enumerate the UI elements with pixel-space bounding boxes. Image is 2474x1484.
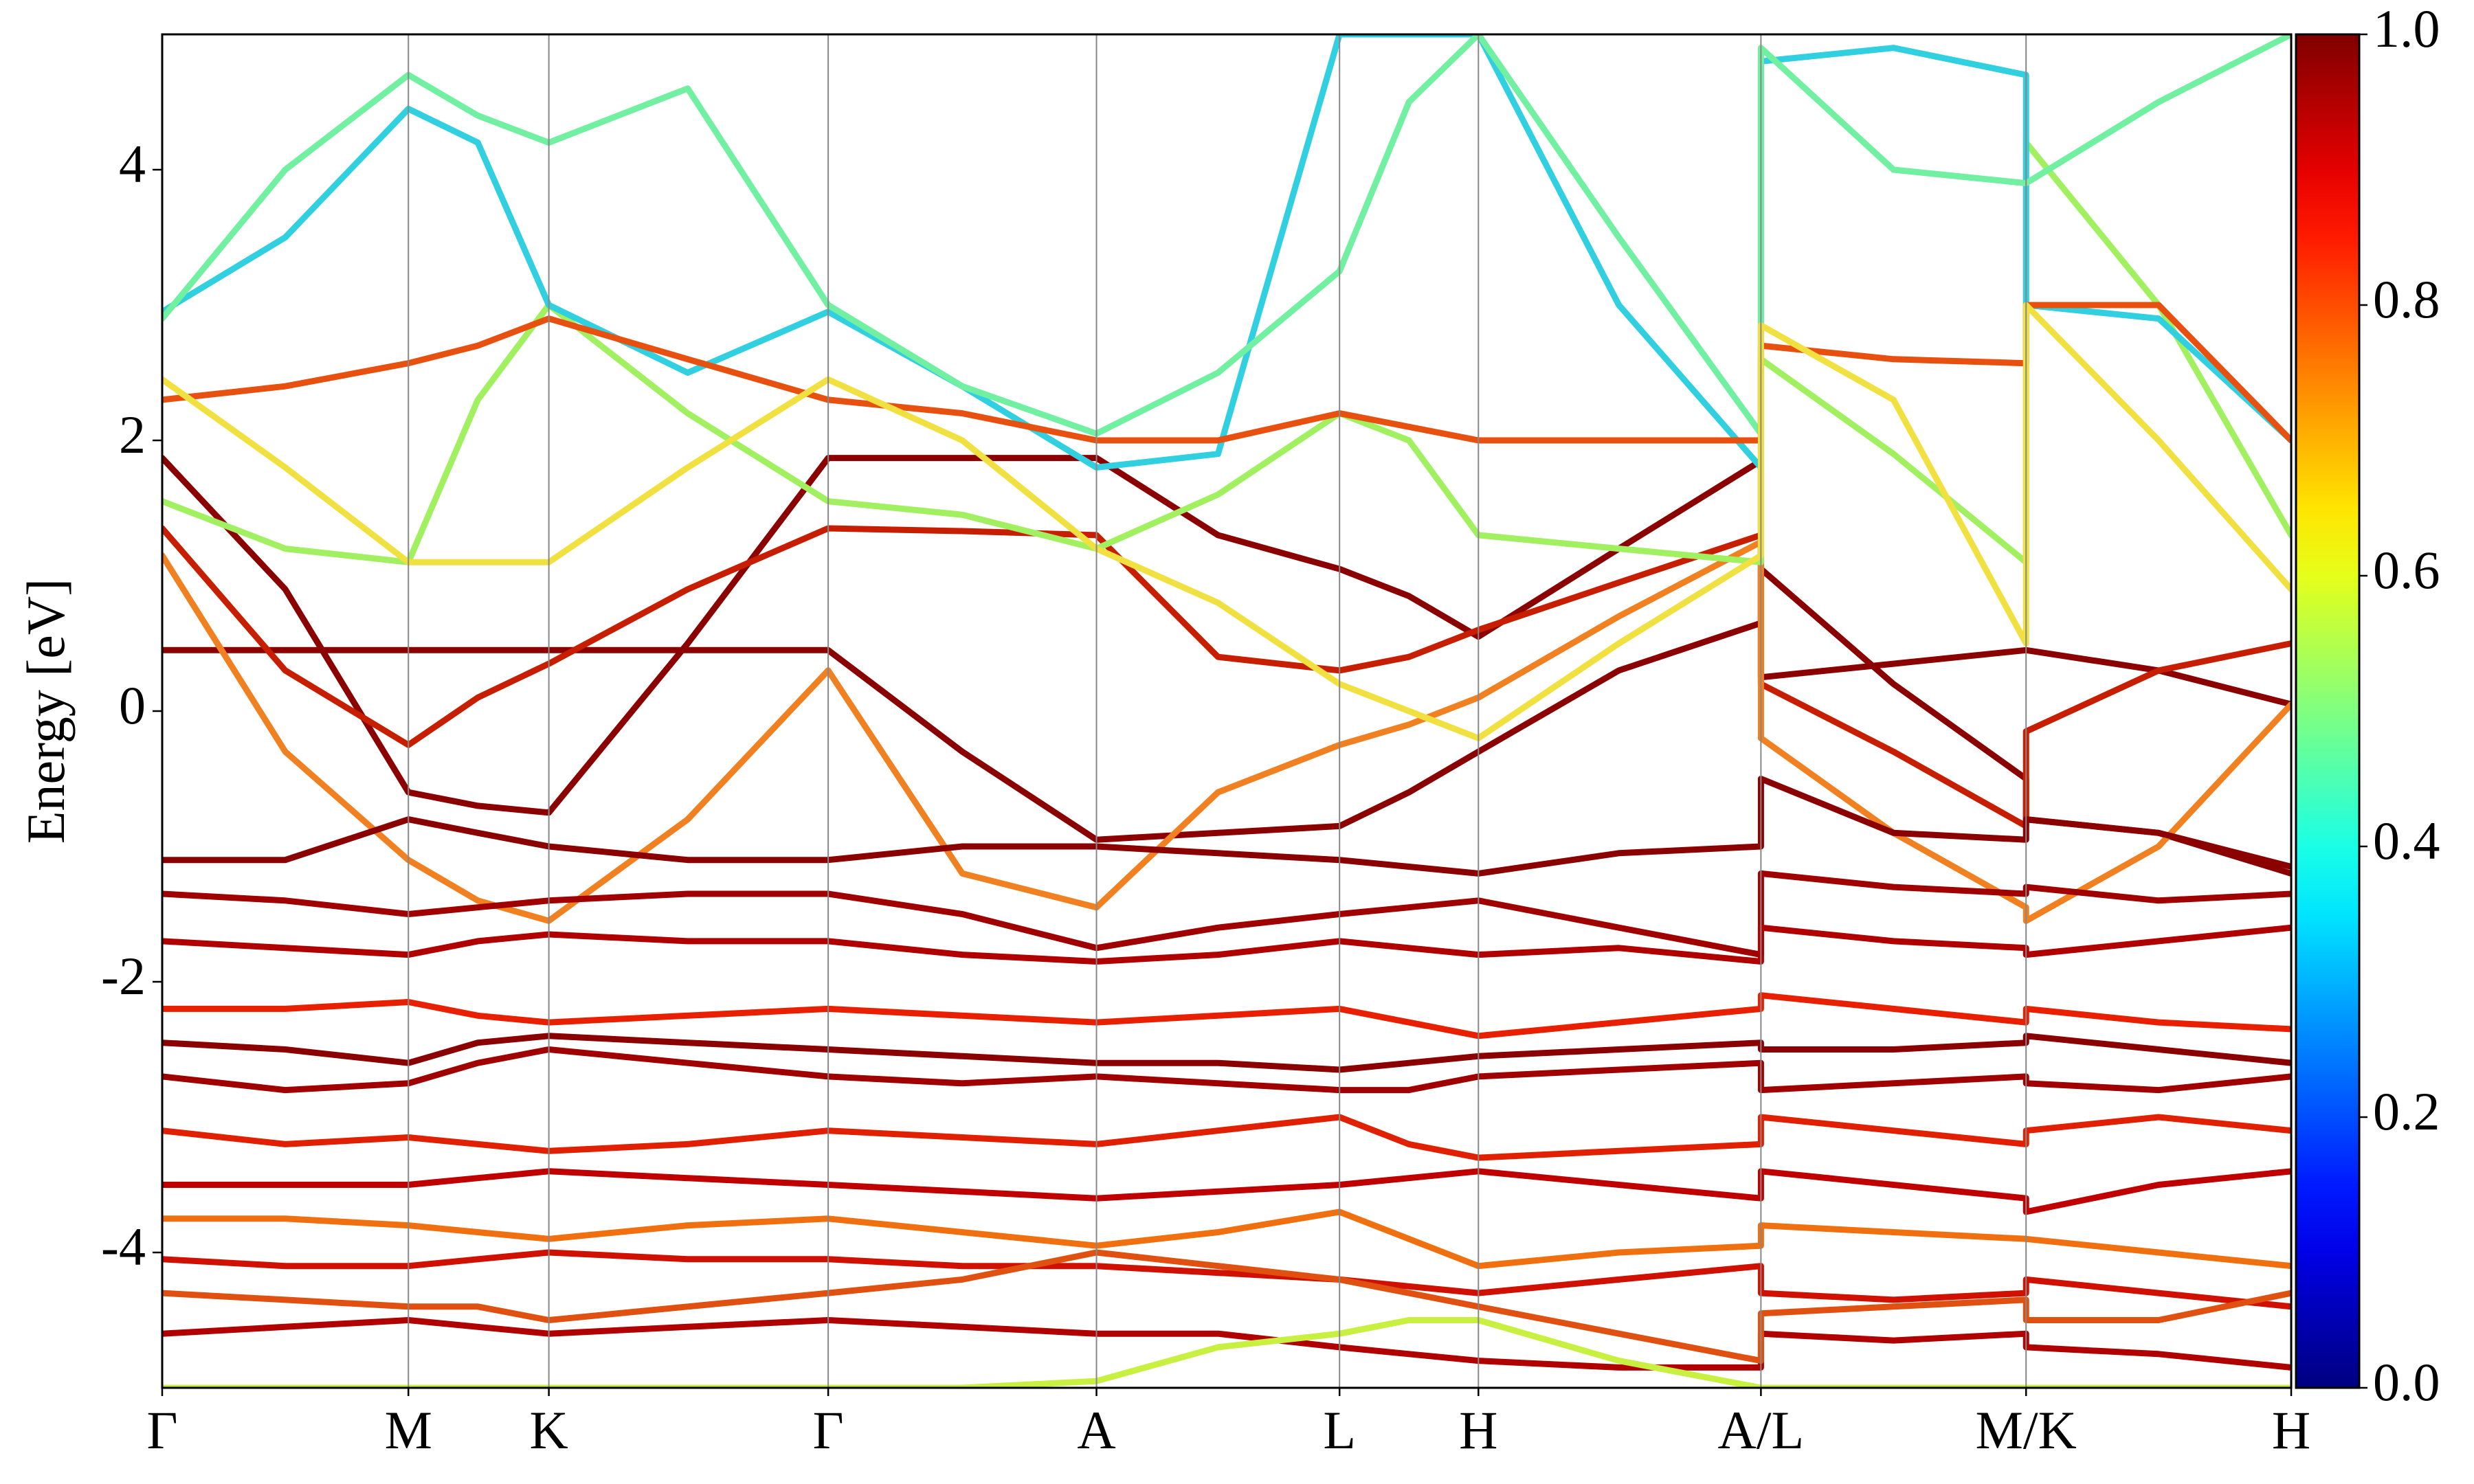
band-line — [162, 924, 2291, 965]
colorbar-tick-label: 1.0 — [2373, 0, 2440, 58]
colorbar-tick-label: 0.6 — [2373, 540, 2440, 600]
x-tick-label: L — [1323, 1400, 1356, 1460]
y-tick-label: 0 — [119, 675, 146, 735]
band-line — [162, 1208, 2291, 1270]
y-tick-label: 2 — [119, 405, 146, 464]
colorbar — [2295, 33, 2361, 1389]
band-line — [162, 455, 2291, 816]
y-tick-label: -4 — [101, 1217, 146, 1277]
band-line — [162, 1046, 2291, 1094]
colorbar-tick-label: 0.0 — [2373, 1352, 2440, 1412]
x-tick-label: K — [529, 1400, 568, 1460]
bands — [162, 34, 2291, 1388]
band-line — [162, 34, 2291, 437]
colorbar-tick-label: 0.8 — [2373, 269, 2440, 329]
band-line — [162, 1249, 2291, 1310]
band-line — [162, 139, 2291, 565]
band-line — [162, 992, 2291, 1039]
band-line — [162, 1317, 2291, 1388]
x-tick-label: A/L — [1718, 1400, 1805, 1460]
y-tick-label: -2 — [101, 946, 146, 1006]
band-line — [162, 539, 2291, 924]
x-tick-label: M/K — [1976, 1400, 2077, 1460]
x-tick-label: A — [1077, 1400, 1115, 1460]
band-line — [162, 34, 2291, 471]
colorbar-tick-label: 0.2 — [2373, 1081, 2440, 1141]
y-axis-label: Energy [eV] — [16, 578, 76, 844]
x-tick-label: Γ — [146, 1400, 177, 1460]
plot-frame — [161, 33, 2293, 1389]
x-tick-label: Γ — [813, 1400, 844, 1460]
x-tick-label: M — [385, 1400, 432, 1460]
band-line — [162, 1168, 2291, 1215]
x-tick-label: H — [2272, 1400, 2310, 1460]
y-tick-label: 4 — [119, 134, 146, 194]
colorbar-tick-label: 0.4 — [2373, 811, 2440, 870]
band-line — [162, 525, 2291, 829]
band-line — [162, 565, 2291, 877]
band-line — [162, 1114, 2291, 1161]
x-tick-label: H — [1459, 1400, 1497, 1460]
